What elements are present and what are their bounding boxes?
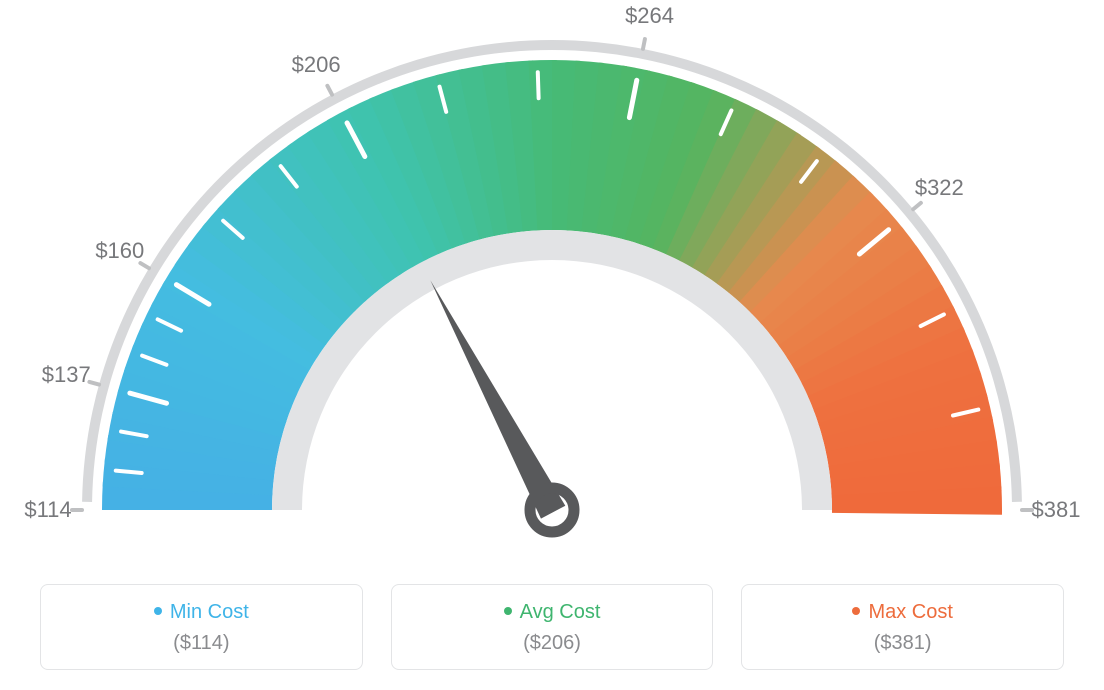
legend-title-text: Min Cost	[170, 601, 249, 623]
legend-title: Max Cost	[752, 601, 1053, 624]
legend-dot-icon	[852, 607, 860, 615]
gauge-tick	[538, 72, 539, 98]
legend-value: ($381)	[752, 632, 1053, 655]
legend-card-avg: Avg Cost ($206)	[391, 584, 714, 670]
gauge-tick	[116, 471, 142, 473]
legend-value: ($114)	[51, 632, 352, 655]
gauge-arc	[102, 60, 1002, 515]
gauge-svg	[0, 0, 1104, 560]
cost-gauge-chart: { "gauge": { "type": "gauge", "center_x"…	[0, 0, 1104, 690]
legend-card-max: Max Cost ($381)	[741, 584, 1064, 670]
tick-label: $137	[42, 362, 91, 388]
legend-title-text: Avg Cost	[520, 601, 601, 623]
legend-value: ($206)	[402, 632, 703, 655]
legend-dot-icon	[154, 607, 162, 615]
tick-label: $206	[292, 52, 341, 78]
legend-card-min: Min Cost ($114)	[40, 584, 363, 670]
tick-label: $322	[915, 175, 964, 201]
tick-label: $114	[24, 497, 71, 523]
outer-tick	[643, 39, 645, 49]
tick-label: $264	[625, 3, 674, 29]
legend-row: Min Cost ($114) Avg Cost ($206) Max Cost ($38…	[40, 584, 1064, 670]
legend-title: Min Cost	[51, 601, 352, 624]
outer-tick	[913, 203, 921, 209]
outer-tick	[327, 86, 332, 95]
outer-tick	[140, 263, 149, 268]
gauge-needle	[430, 280, 565, 518]
tick-label: $160	[95, 238, 144, 264]
legend-dot-icon	[504, 607, 512, 615]
tick-label: $381	[1032, 497, 1081, 523]
legend-title: Avg Cost	[402, 601, 703, 624]
gauge-area: $114 $137 $160 $206 $264 $322 $381	[0, 0, 1104, 560]
outer-tick	[89, 382, 99, 385]
legend-title-text: Max Cost	[868, 601, 952, 623]
